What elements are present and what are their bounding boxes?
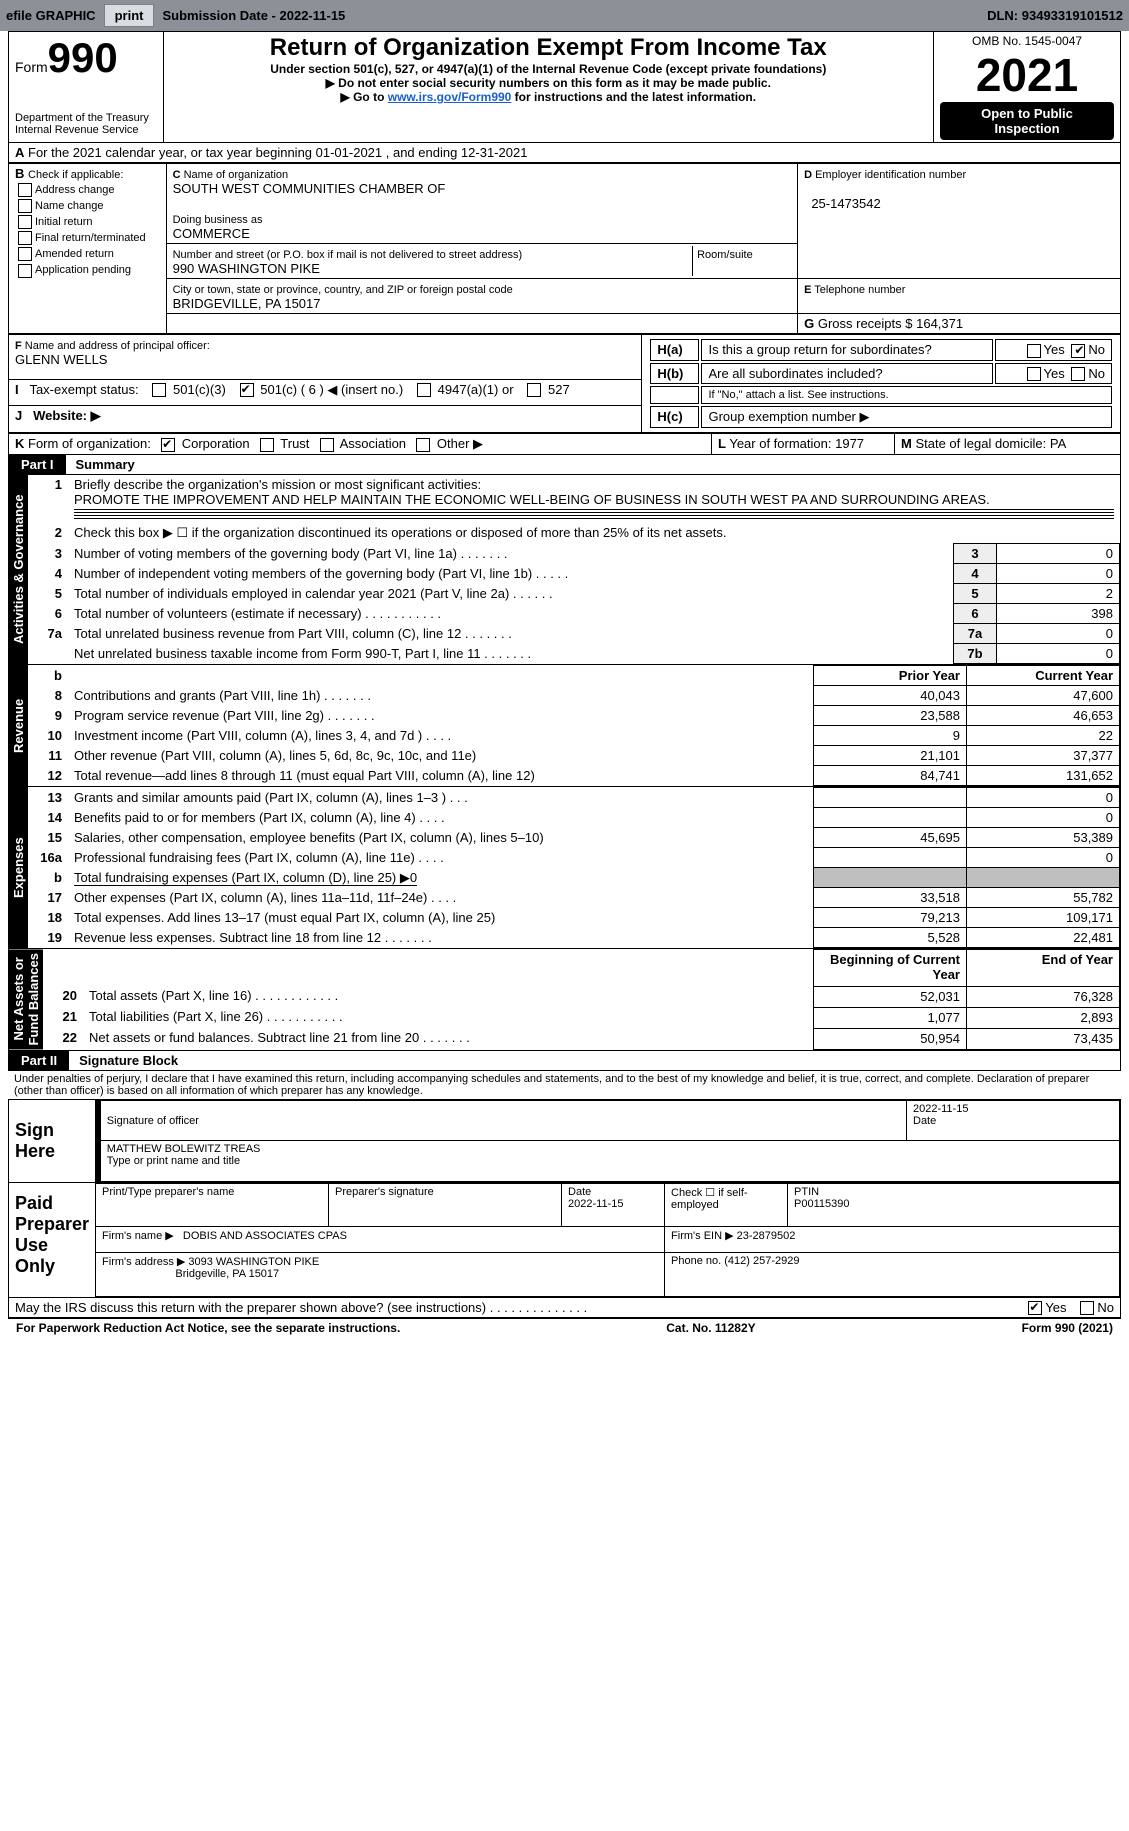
- open-inspection: Open to Public Inspection: [940, 102, 1114, 140]
- form-note2: ▶ Go to www.irs.gov/Form990 for instruct…: [170, 90, 928, 104]
- table-row: bTotal fundraising expenses (Part IX, co…: [28, 868, 1120, 888]
- discuss-row: May the IRS discuss this return with the…: [8, 1298, 1121, 1318]
- irs-link[interactable]: www.irs.gov/Form990: [388, 90, 512, 104]
- netassets-table: Beginning of Current YearEnd of Year 20T…: [43, 949, 1120, 1049]
- omb-number: OMB No. 1545-0047: [940, 34, 1114, 48]
- table-row: 18Total expenses. Add lines 13–17 (must …: [28, 908, 1120, 928]
- expenses-table: 13Grants and similar amounts paid (Part …: [28, 787, 1120, 948]
- table-row: 15Salaries, other compensation, employee…: [28, 828, 1120, 848]
- dept-label: Department of the Treasury Internal Reve…: [15, 112, 157, 136]
- box-h: H(a)Is this a group return for subordina…: [642, 335, 1121, 433]
- tab-revenue: Revenue: [9, 665, 28, 786]
- ein: 25-1473542: [811, 196, 880, 211]
- firm-name: DOBIS AND ASSOCIATES CPAS: [183, 1230, 347, 1242]
- city: BRIDGEVILLE, PA 15017: [173, 296, 321, 311]
- efile-label: efile GRAPHIC: [6, 8, 96, 23]
- form-header: Form990 Department of the Treasury Inter…: [8, 31, 1121, 143]
- tab-netassets: Net Assets or Fund Balances: [9, 949, 43, 1049]
- table-row: 17Other expenses (Part IX, column (A), l…: [28, 888, 1120, 908]
- dln-label: DLN: 93493319101512: [987, 8, 1123, 23]
- fh-block: F Name and address of principal officer:…: [8, 334, 1121, 433]
- table-row: 5Total number of individuals employed in…: [28, 584, 1120, 604]
- table-row: 9Program service revenue (Part VIII, lin…: [28, 706, 1120, 726]
- table-row: 7aTotal unrelated business revenue from …: [28, 624, 1120, 644]
- table-row: Net unrelated business taxable income fr…: [28, 644, 1120, 664]
- gross-receipts: 164,371: [916, 316, 963, 331]
- street: 990 WASHINGTON PIKE: [173, 261, 320, 276]
- tab-activities: Activities & Governance: [9, 475, 28, 664]
- form-note1: ▶ Do not enter social security numbers o…: [170, 76, 928, 90]
- activities-table: 1 Briefly describe the organization's mi…: [28, 475, 1120, 664]
- table-row: 12Total revenue—add lines 8 through 11 (…: [28, 766, 1120, 786]
- table-row: 20Total assets (Part X, line 16) . . . .…: [43, 986, 1120, 1007]
- paid-preparer-block: Paid Preparer Use Only Print/Type prepar…: [8, 1183, 1121, 1298]
- table-row: 13Grants and similar amounts paid (Part …: [28, 788, 1120, 808]
- revenue-table: bPrior YearCurrent Year 8Contributions a…: [28, 665, 1120, 786]
- part1-header: Part I Summary: [8, 455, 1121, 475]
- tab-expenses: Expenses: [9, 787, 28, 948]
- box-b: B Check if applicable: Address change Na…: [9, 164, 167, 334]
- perjury-text: Under penalties of perjury, I declare th…: [8, 1071, 1121, 1099]
- ptin: P00115390: [794, 1198, 849, 1210]
- form-title: Return of Organization Exempt From Incom…: [170, 34, 928, 62]
- table-row: 4Number of independent voting members of…: [28, 564, 1120, 584]
- table-row: 14Benefits paid to or for members (Part …: [28, 808, 1120, 828]
- table-row: 11Other revenue (Part VIII, column (A), …: [28, 746, 1120, 766]
- page-footer: For Paperwork Reduction Act Notice, see …: [8, 1318, 1121, 1337]
- table-row: 3Number of voting members of the governi…: [28, 544, 1120, 564]
- table-row: 22Net assets or fund balances. Subtract …: [43, 1028, 1120, 1049]
- print-button[interactable]: print: [104, 4, 155, 27]
- principal-officer: GLENN WELLS: [15, 352, 107, 367]
- table-row: 19Revenue less expenses. Subtract line 1…: [28, 928, 1120, 948]
- line-a: A For the 2021 calendar year, or tax yea…: [8, 143, 1121, 163]
- tax-year: 2021: [940, 48, 1114, 102]
- table-row: 16aProfessional fundraising fees (Part I…: [28, 848, 1120, 868]
- table-row: 8Contributions and grants (Part VIII, li…: [28, 686, 1120, 706]
- form-number: Form990: [15, 34, 157, 82]
- top-toolbar: efile GRAPHIC print Submission Date - 20…: [0, 0, 1129, 31]
- sign-here-block: Sign Here Signature of officer 2022-11-1…: [8, 1099, 1121, 1183]
- part2-header: Part II Signature Block: [8, 1051, 1121, 1071]
- identity-block: B Check if applicable: Address change Na…: [8, 163, 1121, 334]
- form-subtitle: Under section 501(c), 527, or 4947(a)(1)…: [170, 62, 928, 76]
- klm-block: K Form of organization: Corporation Trus…: [8, 433, 1121, 455]
- dba: COMMERCE: [173, 226, 250, 241]
- table-row: 10Investment income (Part VIII, column (…: [28, 726, 1120, 746]
- table-row: 21Total liabilities (Part X, line 26) . …: [43, 1007, 1120, 1028]
- table-row: 6Total number of volunteers (estimate if…: [28, 604, 1120, 624]
- submission-date-label: Submission Date - 2022-11-15: [162, 8, 345, 23]
- signer-name: MATTHEW BOLEWITZ TREAS: [107, 1143, 261, 1155]
- mission: PROMOTE THE IMPROVEMENT AND HELP MAINTAI…: [74, 492, 990, 507]
- org-name: SOUTH WEST COMMUNITIES CHAMBER OF: [173, 181, 446, 196]
